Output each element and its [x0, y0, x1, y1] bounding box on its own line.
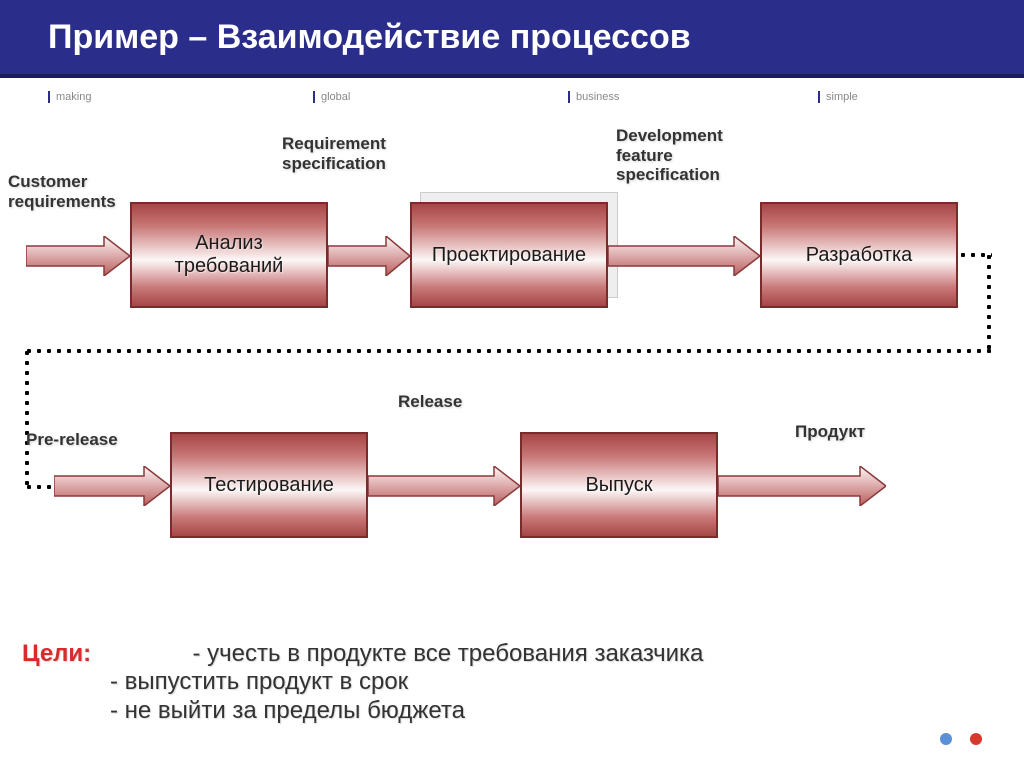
slide-title: Пример – Взаимодействие процессов: [48, 18, 691, 57]
dot-icon: [970, 733, 982, 745]
arrow-product: [718, 466, 886, 506]
tagline-business: business: [568, 91, 818, 103]
node-label: Разработка: [806, 244, 913, 267]
arrow-pre-release: [54, 466, 170, 506]
tagline-global: global: [313, 91, 568, 103]
footer-decoration: [940, 733, 982, 745]
goal-item: - не выйти за пределы бюджета: [22, 697, 982, 725]
node-testing: Тестирование: [170, 432, 368, 538]
node-label: Тестирование: [204, 474, 334, 497]
annotation-release: Release: [398, 392, 462, 412]
annotation-product: Продукт: [795, 422, 865, 442]
node-development: Разработка: [760, 202, 958, 308]
dotted-connector: [24, 484, 56, 490]
tagline-simple: simple: [818, 91, 858, 103]
node-design: Проектирование: [410, 202, 608, 308]
node-release: Выпуск: [520, 432, 718, 538]
dotted-connector: [986, 252, 992, 352]
dotted-connector: [24, 348, 992, 354]
node-analysis: Анализ требований: [130, 202, 328, 308]
arrow-release: [368, 466, 520, 506]
annotation-dev-spec: Development feature specification: [616, 126, 723, 185]
dot-icon: [940, 733, 952, 745]
arrow-customer-req: [26, 236, 130, 276]
tagline-row: making global business simple: [0, 82, 1024, 112]
goal-item: - выпустить продукт в срок: [22, 668, 982, 696]
node-label: Выпуск: [585, 474, 652, 497]
node-label: Проектирование: [432, 244, 586, 267]
tagline-making: making: [48, 91, 313, 103]
arrow-req-spec: [328, 236, 410, 276]
goal-item: - учесть в продукте все требования заказ…: [193, 640, 704, 667]
annotation-req-spec: Requirement specification: [282, 134, 386, 173]
dotted-connector: [24, 348, 30, 488]
annotation-customer-req: Customer requirements: [8, 172, 116, 211]
arrow-dev-spec: [608, 236, 760, 276]
goals-block: Цели: - учесть в продукте все требования…: [22, 640, 982, 725]
node-label: Анализ требований: [175, 232, 284, 278]
goals-label: Цели:: [22, 640, 91, 667]
slide-header: Пример – Взаимодействие процессов: [0, 0, 1024, 78]
annotation-pre-release: Pre-release: [26, 430, 118, 450]
flowchart-diagram: Анализ требований Проектирование Разрабо…: [0, 112, 1024, 642]
